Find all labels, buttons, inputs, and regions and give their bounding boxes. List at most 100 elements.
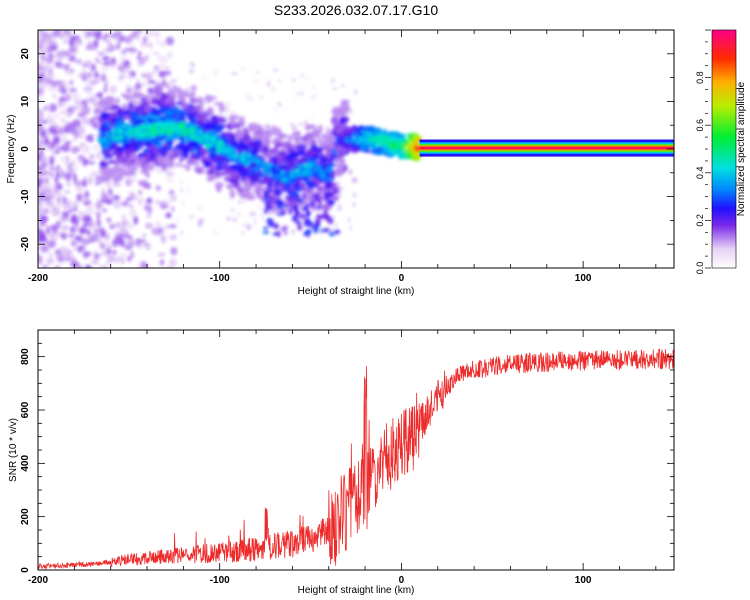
- heatmap-noise-blob: [118, 37, 122, 43]
- heatmap-ridge-blob: [242, 183, 253, 192]
- heatmap-noise-blob: [68, 38, 76, 47]
- heatmap-noise-blob: [98, 60, 102, 65]
- heatmap-noise-blob: [63, 196, 67, 205]
- heatmap-noise-blob: [80, 198, 87, 203]
- heatmap-noise-blob: [91, 99, 96, 105]
- heatmap-ridge-blob: [311, 161, 318, 169]
- heatmap-ridge-blob: [103, 127, 108, 133]
- heatmap-ridge-blob: [265, 200, 273, 204]
- heatmap-noise-blob: [75, 217, 85, 221]
- heatmap-noise-blob: [121, 200, 130, 207]
- heatmap-noise-blob: [177, 216, 181, 219]
- heatmap-ridge-blob: [300, 213, 306, 220]
- heatmap-ridge-blob: [152, 108, 159, 117]
- heatmap-noise-blob: [42, 30, 48, 34]
- heatmap-ridge-blob: [128, 169, 133, 177]
- heatmap-noise-blob: [58, 84, 64, 93]
- heatmap-noise-blob: [137, 51, 142, 56]
- heatmap-noise-blob: [58, 126, 63, 135]
- heatmap-ridge-blob: [229, 190, 236, 199]
- heatmap-transition-blob: [403, 153, 407, 158]
- heatmap-noise-blob: [119, 242, 125, 247]
- heatmap-noise-blob: [92, 171, 98, 177]
- heatmap-noise-blob: [96, 218, 102, 227]
- heatmap-ridge-blob: [138, 156, 147, 164]
- heatmap-ridge-blob: [252, 139, 263, 147]
- heatmap-ridge-blob: [254, 130, 263, 134]
- colorbar-tick-label: 0.2: [695, 214, 705, 227]
- heatmap-noise-blob: [73, 51, 77, 56]
- heatmap-noise-blob: [54, 80, 63, 84]
- heatmap-noise-blob: [38, 96, 43, 104]
- heatmap-noise-blob: [138, 197, 145, 201]
- heatmap-noise-blob: [338, 192, 342, 198]
- heatmap-noise-blob: [92, 144, 100, 151]
- heatmap-noise-blob: [109, 64, 116, 69]
- heatmap-ridge-blob: [171, 149, 183, 154]
- heatmap-ridge-blob: [118, 155, 127, 164]
- heatmap-noise-blob: [121, 214, 127, 222]
- heatmap-ridge-blob: [305, 124, 310, 131]
- heatmap-noise-blob: [260, 213, 264, 217]
- heatmap-noise-blob: [50, 142, 56, 149]
- heatmap-ridge-blob: [312, 225, 319, 230]
- heatmap-noise-blob: [106, 248, 112, 255]
- heatmap-core-blob: [211, 135, 217, 141]
- heatmap-noise-blob: [254, 215, 257, 222]
- heatmap-ridge-blob: [317, 199, 322, 206]
- spectrogram-y-axis-label: Frequency (Hz): [6, 115, 17, 184]
- heatmap-core-blob: [158, 130, 163, 136]
- heatmap-noise-blob: [38, 230, 41, 236]
- heatmap-noise-blob: [155, 220, 162, 230]
- heatmap-ridge-blob: [302, 206, 308, 211]
- heatmap-noise-blob: [157, 63, 165, 69]
- heatmap-ridge-blob: [281, 141, 290, 146]
- heatmap-noise-blob: [135, 82, 142, 91]
- heatmap-transition-blob: [412, 141, 420, 147]
- heatmap-noise-blob: [143, 30, 152, 38]
- heatmap-core-blob: [139, 134, 144, 138]
- heatmap-noise-blob: [160, 259, 165, 266]
- heatmap-transition-blob: [352, 133, 360, 139]
- heatmap-transition-blob: [391, 133, 400, 137]
- heatmap-noise-blob: [230, 109, 236, 116]
- heatmap-noise-blob: [62, 225, 69, 230]
- heatmap-ridge-blob: [287, 196, 293, 202]
- heatmap-core-blob: [325, 168, 332, 174]
- heatmap-ridge-blob: [106, 106, 112, 111]
- heatmap-noise-blob: [38, 256, 44, 262]
- heatmap-ridge-blob: [147, 94, 159, 99]
- heatmap-ridge-blob: [145, 136, 151, 140]
- heatmap-noise-blob: [109, 33, 117, 39]
- heatmap-transition-blob: [411, 151, 415, 154]
- heatmap-noise-blob: [126, 177, 131, 183]
- x-tick-label: -200: [28, 575, 48, 586]
- y-tick-label: 800: [20, 348, 31, 365]
- heatmap-ridge-blob: [216, 155, 223, 162]
- heatmap-noise-blob: [136, 30, 142, 34]
- heatmap-noise-blob: [108, 187, 113, 195]
- heatmap-ridge-blob: [295, 144, 307, 152]
- heatmap-core-blob: [243, 159, 251, 164]
- heatmap-ridge-blob: [319, 189, 327, 194]
- heatmap-noise-blob: [83, 60, 93, 69]
- heatmap-ridge-blob: [276, 212, 282, 217]
- heatmap-ridge-blob: [150, 116, 162, 120]
- heatmap-transition-blob: [374, 139, 380, 143]
- heatmap-noise-blob: [197, 221, 202, 228]
- heatmap-noise-blob: [122, 234, 127, 238]
- heatmap-core-blob: [261, 172, 268, 175]
- heatmap-core-blob: [226, 151, 234, 157]
- heatmap-noise-blob: [133, 216, 139, 225]
- heatmap-noise-blob: [84, 190, 90, 200]
- heatmap-ridge-blob: [287, 134, 293, 144]
- heatmap-transition-blob: [337, 132, 345, 136]
- heatmap-core-blob: [317, 164, 321, 170]
- heatmap-noise-blob: [53, 189, 59, 194]
- heatmap-core-blob: [329, 163, 337, 167]
- heatmap-core-blob: [291, 174, 295, 179]
- heatmap-noise-blob: [88, 120, 95, 126]
- heatmap-noise-blob: [87, 41, 93, 50]
- heatmap-noise-blob: [127, 256, 132, 262]
- heatmap-ridge-blob: [257, 194, 262, 199]
